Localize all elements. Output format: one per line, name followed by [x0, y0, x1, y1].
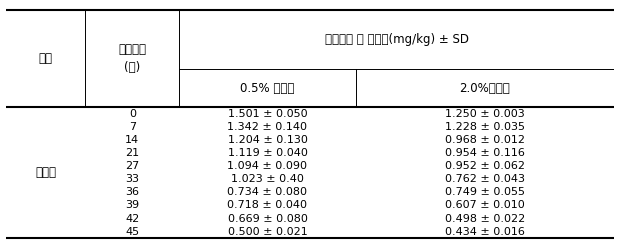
Text: 0.954 ± 0.116: 0.954 ± 0.116 — [445, 148, 525, 158]
Text: 2.0%처리구: 2.0%처리구 — [459, 82, 510, 95]
Text: 1.094 ± 0.090: 1.094 ± 0.090 — [228, 161, 308, 171]
Text: 45: 45 — [125, 227, 140, 237]
Text: 0.500 ± 0.021: 0.500 ± 0.021 — [228, 227, 308, 237]
Text: 0.762 ± 0.043: 0.762 ± 0.043 — [445, 174, 525, 184]
Text: 작물: 작물 — [38, 52, 53, 65]
Text: 0.434 ± 0.016: 0.434 ± 0.016 — [445, 227, 525, 237]
Text: 1.023 ± 0.40: 1.023 ± 0.40 — [231, 174, 304, 184]
Text: 0.607 ± 0.010: 0.607 ± 0.010 — [445, 200, 525, 210]
Text: 39: 39 — [125, 200, 140, 210]
Text: 0.749 ± 0.055: 0.749 ± 0.055 — [445, 187, 525, 197]
Text: 0.718 ± 0.040: 0.718 ± 0.040 — [228, 200, 308, 210]
Text: 1.342 ± 0.140: 1.342 ± 0.140 — [228, 122, 308, 132]
Text: 1.501 ± 0.050: 1.501 ± 0.050 — [228, 109, 308, 119]
Text: 33: 33 — [125, 174, 140, 184]
Text: 36: 36 — [125, 187, 140, 197]
Text: 0.968 ± 0.012: 0.968 ± 0.012 — [445, 135, 525, 145]
Text: 0.669 ± 0.080: 0.669 ± 0.080 — [228, 214, 308, 224]
Text: 1.250 ± 0.003: 1.250 ± 0.003 — [445, 109, 525, 119]
Text: 0.5% 처리구: 0.5% 처리구 — [241, 82, 294, 95]
Text: 0: 0 — [129, 109, 136, 119]
Text: 27: 27 — [125, 161, 140, 171]
Text: 1.204 ± 0.130: 1.204 ± 0.130 — [228, 135, 308, 145]
Text: 0.734 ± 0.080: 0.734 ± 0.080 — [228, 187, 308, 197]
Text: 21: 21 — [125, 148, 140, 158]
Text: 0.952 ± 0.062: 0.952 ± 0.062 — [445, 161, 525, 171]
Text: 시금치: 시금치 — [35, 166, 56, 179]
Text: 0.498 ± 0.022: 0.498 ± 0.022 — [445, 214, 525, 224]
Text: 14: 14 — [125, 135, 140, 145]
Text: 7: 7 — [129, 122, 136, 132]
Text: 1.228 ± 0.035: 1.228 ± 0.035 — [445, 122, 525, 132]
Text: 토양시료 중 잔류량(mg/kg) ± SD: 토양시료 중 잔류량(mg/kg) ± SD — [325, 33, 469, 46]
Text: 42: 42 — [125, 214, 140, 224]
Text: 1.119 ± 0.040: 1.119 ± 0.040 — [228, 148, 308, 158]
Text: 경과일수
(일): 경과일수 (일) — [118, 43, 146, 74]
